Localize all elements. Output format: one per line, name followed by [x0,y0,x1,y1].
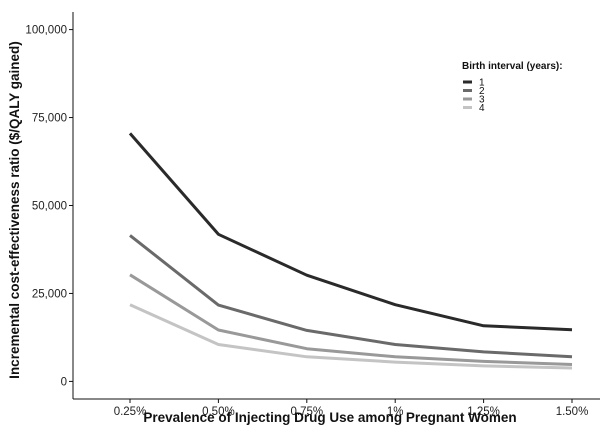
y-axis-ticks: 0 25,000 50,000 75,000 100,000 [25,25,73,388]
y-tick-label: 50,000 [32,201,67,213]
x-axis-title: Prevalence of Injecting Drug Use among P… [143,410,516,425]
y-tick-label: 75,000 [32,113,67,125]
legend-label-3: 3 [479,95,485,106]
series-line-2 [129,234,573,359]
x-axis-ticks: 0.25% 0.50% 0.75% 1% 1.25% 1.50% [114,399,589,418]
series-lines [128,132,573,370]
legend-label-2: 2 [479,86,485,97]
x-tick-label: 1.50% [556,406,589,418]
legend-title: Birth interval (years): [462,61,563,72]
x-tick-label: 0.25% [114,406,147,418]
x-tick-label: 0.50% [202,406,235,418]
y-tick-label: 100,000 [25,25,67,37]
y-axis-title: Incremental cost-effectiveness ratio ($/… [7,41,22,379]
legend-label-4: 4 [479,103,485,114]
series-line-4 [129,303,573,370]
x-tick-label: 1% [387,406,404,418]
series-line-3 [129,273,573,366]
y-tick-label: 0 [61,376,67,388]
legend-label-1: 1 [479,78,485,89]
series-line-1 [128,132,573,332]
x-tick-label: 0.75% [290,406,323,418]
x-tick-label: 1.25% [467,406,500,418]
y-tick-label: 25,000 [32,288,67,300]
